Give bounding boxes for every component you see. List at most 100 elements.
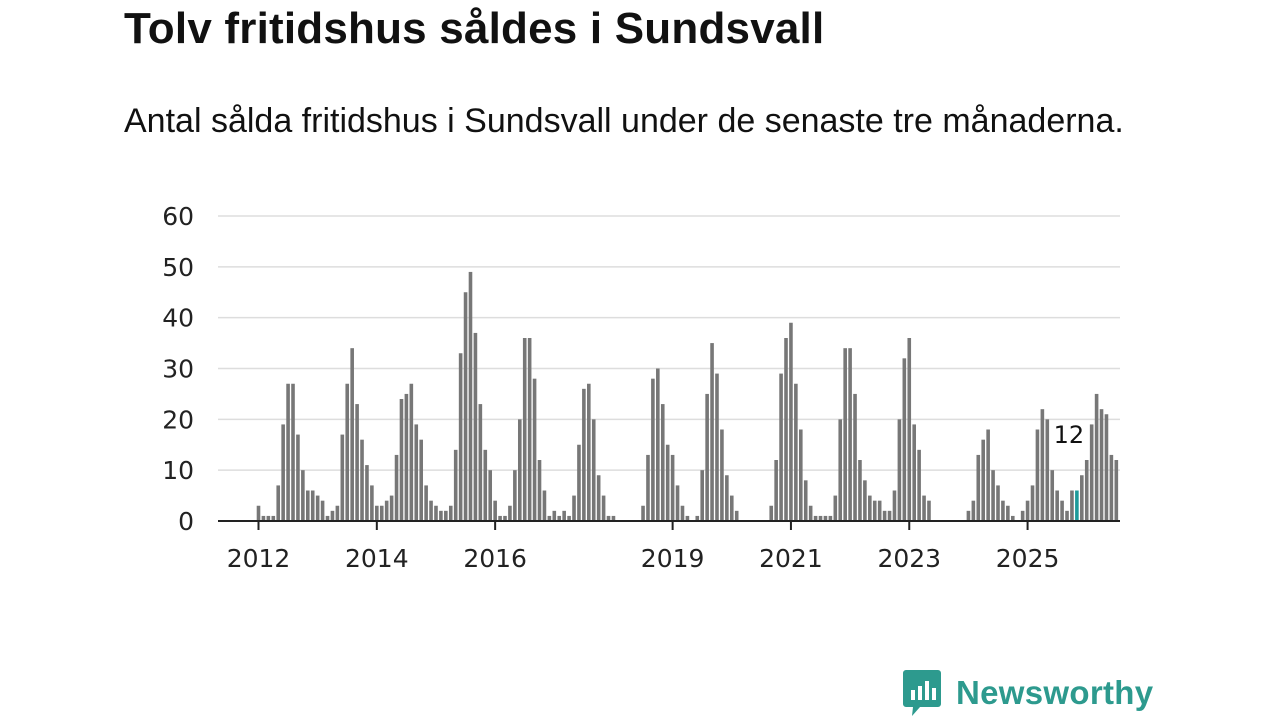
bar bbox=[1025, 500, 1030, 521]
bar bbox=[591, 419, 596, 521]
bar bbox=[1020, 510, 1025, 521]
bar bbox=[340, 434, 345, 521]
bar bbox=[306, 490, 310, 521]
bar bbox=[1065, 510, 1069, 521]
x-tick-label-2023: 2023 bbox=[877, 544, 941, 573]
bar bbox=[734, 510, 739, 521]
bar bbox=[1040, 409, 1045, 521]
bar bbox=[853, 393, 857, 521]
bar bbox=[877, 500, 882, 521]
bar bbox=[665, 444, 670, 521]
bar bbox=[370, 485, 374, 521]
bar bbox=[1045, 419, 1050, 521]
bar bbox=[547, 515, 552, 521]
bar bbox=[473, 332, 478, 521]
bar bbox=[808, 505, 813, 521]
bar bbox=[872, 500, 877, 521]
bar bbox=[434, 505, 438, 521]
bar bbox=[1089, 424, 1094, 521]
bar bbox=[266, 515, 271, 521]
bar bbox=[1050, 470, 1055, 521]
x-tick-label-2014: 2014 bbox=[345, 544, 409, 573]
bar bbox=[907, 338, 912, 521]
bar bbox=[996, 485, 1000, 521]
bar bbox=[379, 505, 384, 521]
bar bbox=[1094, 393, 1099, 521]
bar bbox=[330, 510, 335, 521]
bar bbox=[1114, 460, 1119, 521]
bar bbox=[641, 505, 645, 521]
bar bbox=[310, 490, 315, 521]
bar bbox=[271, 515, 276, 521]
bar bbox=[301, 470, 305, 521]
bar bbox=[542, 490, 547, 521]
bar bbox=[582, 388, 586, 521]
bar bbox=[606, 515, 611, 521]
bar bbox=[695, 515, 700, 521]
bar bbox=[868, 495, 872, 521]
bar bbox=[833, 495, 838, 521]
bar bbox=[1084, 460, 1089, 521]
x-tick-label-2016: 2016 bbox=[463, 544, 527, 573]
bar bbox=[897, 419, 902, 521]
bar bbox=[350, 348, 354, 521]
bar bbox=[799, 429, 803, 521]
bar bbox=[922, 495, 926, 521]
bar bbox=[991, 470, 995, 521]
bar bbox=[1104, 414, 1109, 521]
bar bbox=[439, 510, 443, 521]
bar bbox=[587, 383, 591, 521]
bar bbox=[394, 454, 399, 521]
bar bbox=[557, 515, 562, 521]
bar bbox=[488, 470, 493, 521]
bar bbox=[483, 449, 488, 521]
bar bbox=[444, 510, 448, 521]
bar bbox=[779, 373, 783, 521]
bar bbox=[1080, 475, 1084, 521]
bar bbox=[858, 460, 862, 521]
bar bbox=[463, 292, 468, 521]
bar bbox=[656, 368, 660, 521]
bar bbox=[424, 485, 428, 521]
bar bbox=[360, 439, 364, 521]
bar bbox=[803, 480, 808, 521]
bar bbox=[458, 353, 463, 521]
bar bbox=[522, 338, 527, 521]
bar-latest bbox=[1075, 490, 1079, 521]
bar bbox=[1030, 485, 1035, 521]
bar bbox=[1006, 505, 1010, 521]
bar bbox=[567, 515, 571, 521]
bar bbox=[838, 419, 843, 521]
bar bbox=[365, 465, 369, 521]
bar bbox=[596, 475, 601, 521]
bar bbox=[320, 500, 325, 521]
bar bbox=[769, 505, 774, 521]
bar bbox=[389, 495, 394, 521]
bar bbox=[1070, 490, 1074, 521]
bar bbox=[537, 460, 542, 521]
bar bbox=[700, 470, 704, 521]
bar bbox=[1010, 515, 1015, 521]
bar bbox=[971, 500, 976, 521]
bar bbox=[794, 383, 798, 521]
bar bbox=[261, 515, 266, 521]
bar bbox=[286, 383, 290, 521]
bar bbox=[429, 500, 433, 521]
chart-title: Tolv fritidshus såldes i Sundsvall bbox=[124, 4, 825, 53]
bar bbox=[281, 424, 285, 521]
bar bbox=[468, 271, 473, 521]
bar bbox=[848, 348, 852, 521]
x-tick-label-2021: 2021 bbox=[759, 544, 823, 573]
latest-value-label: 12 bbox=[1054, 421, 1085, 449]
bar bbox=[927, 500, 931, 521]
bar bbox=[572, 495, 576, 521]
bar bbox=[498, 515, 502, 521]
bar bbox=[1001, 500, 1005, 521]
newsworthy-logo: Newsworthy bbox=[902, 668, 1153, 718]
bar bbox=[577, 444, 581, 521]
bar bbox=[774, 460, 778, 521]
bar bbox=[552, 510, 557, 521]
bar bbox=[1035, 429, 1040, 521]
bar bbox=[675, 485, 680, 521]
